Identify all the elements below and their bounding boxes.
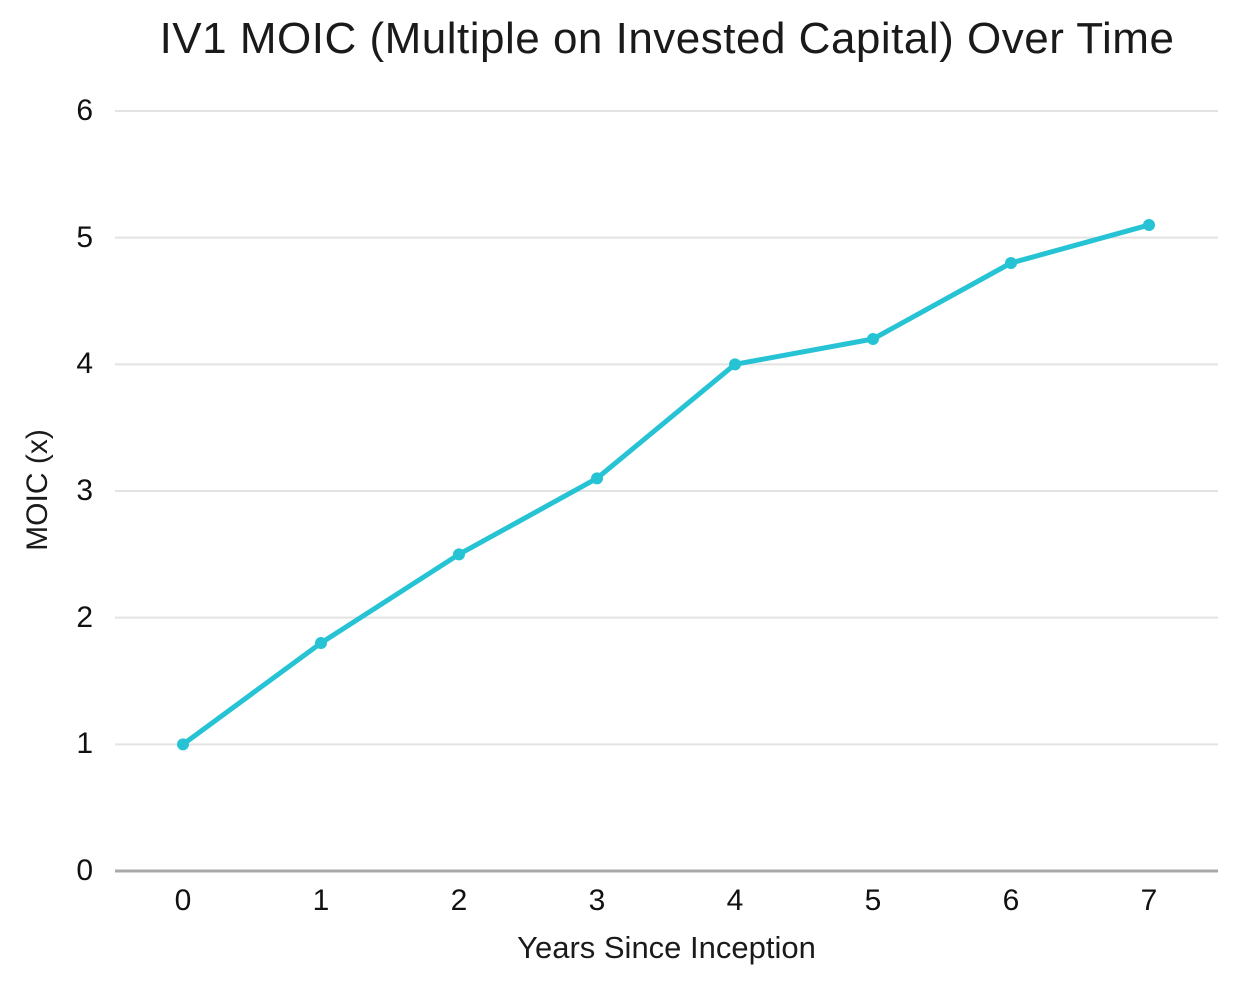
- x-tick-label: 3: [588, 884, 606, 917]
- y-tick-label: 2: [76, 600, 93, 634]
- data-point-marker: [729, 358, 741, 371]
- x-tick-label: 4: [726, 884, 744, 917]
- x-tick-label: 6: [1002, 884, 1020, 917]
- data-point-marker: [1143, 219, 1155, 231]
- data-point-marker: [867, 333, 879, 345]
- data-point-marker: [453, 548, 465, 561]
- x-tick-label: 7: [1140, 884, 1158, 917]
- data-point-marker: [177, 738, 189, 751]
- y-tick-label: 5: [76, 220, 93, 254]
- y-tick-label: 3: [76, 474, 93, 507]
- y-tick-label: 0: [76, 854, 93, 887]
- chart-title: IV1 MOIC (Multiple on Invested Capital) …: [159, 14, 1175, 63]
- x-tick-label: 0: [174, 884, 192, 917]
- data-point-marker: [1005, 257, 1017, 269]
- x-axis-title: Years Since Inception: [517, 930, 816, 965]
- moic-line: [180, 222, 1152, 747]
- y-tick-label: 1: [76, 727, 93, 761]
- x-tick-label: 1: [312, 884, 330, 917]
- y-tick-label: 6: [76, 94, 93, 127]
- x-tick-label: 2: [450, 884, 468, 917]
- data-point-marker: [315, 637, 327, 649]
- x-tick-label: 5: [864, 884, 882, 917]
- data-point-marker: [591, 472, 603, 485]
- y-tick-label: 4: [76, 347, 93, 381]
